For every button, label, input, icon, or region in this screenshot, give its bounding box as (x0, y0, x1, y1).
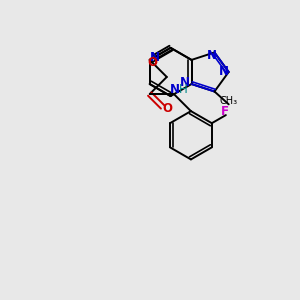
Text: N: N (218, 65, 228, 79)
Text: O: O (148, 56, 158, 69)
Text: N: N (206, 49, 217, 62)
Text: H: H (179, 83, 188, 96)
Text: N: N (150, 51, 160, 64)
Text: N: N (170, 83, 180, 96)
Text: O: O (162, 102, 172, 115)
Text: N: N (180, 76, 190, 89)
Text: CH₃: CH₃ (220, 96, 238, 106)
Text: F: F (220, 105, 228, 118)
